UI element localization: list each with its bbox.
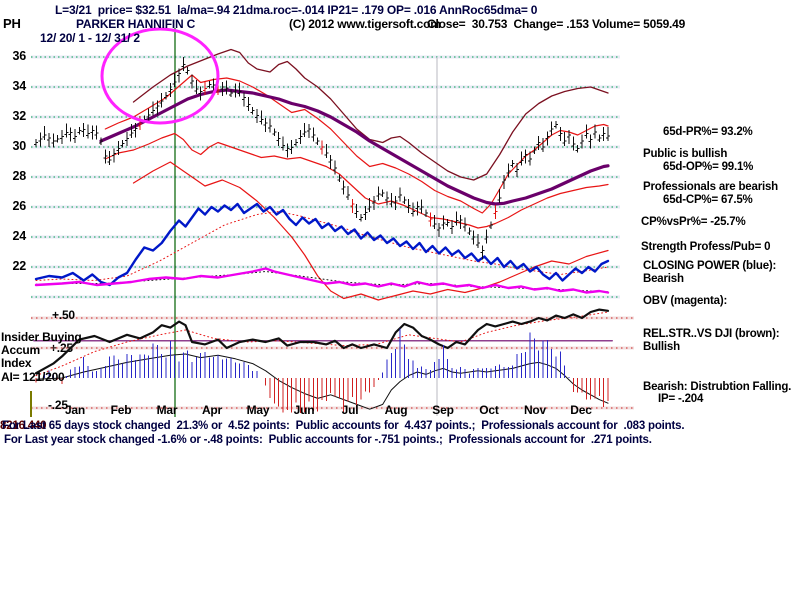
annotation-closing-power-state: Bearish [643, 273, 684, 285]
annotation-prof-sentiment: Professionals are bearish [643, 181, 778, 193]
annotation-op-pct: 65d-OP%= 99.1% [663, 161, 754, 173]
month-label-may: May [246, 403, 270, 417]
month-label-nov: Nov [523, 403, 547, 417]
annotation-strength: Strength Profess/Pub= 0 [641, 241, 771, 253]
annotation-cp-pct: 65d-CP%= 67.5% [663, 194, 753, 206]
label-ind-tick-minus25: -.25 [48, 398, 68, 412]
month-label-dec: Dec [570, 403, 592, 417]
month-label-jan: Jan [64, 403, 86, 417]
month-label-aug: Aug [384, 403, 408, 417]
price-tick-26: 26 [12, 199, 26, 213]
price-tick-34: 34 [12, 79, 26, 93]
quote-readout: Close= 30.753 Change= .153 Volume= 5059.… [427, 17, 686, 31]
annotation-ai-state: Bearish: Distrubtion Falling. [643, 381, 792, 393]
label-ind-tick-plus50: +.50 [52, 308, 75, 322]
price-tick-22: 22 [12, 259, 26, 273]
month-label-jul: Jul [341, 403, 359, 417]
price-tick-28: 28 [12, 169, 26, 183]
month-label-jun: Jun [293, 403, 315, 417]
month-label-sep: Sep [432, 403, 454, 417]
company-name: PARKER HANNIFIN C [76, 17, 196, 31]
annotation-closing-power-label: CLOSING POWER (blue): [643, 260, 777, 272]
month-label-oct: Oct [479, 403, 499, 417]
label-accum-label: Accum [1, 343, 41, 357]
annotation-cp-vs-pr: CP%vsPr%= -25.7% [641, 216, 746, 228]
date-range: 12/ 20/ 1 - 12/ 31/ 2 [40, 31, 140, 45]
copyright-notice: (C) 2012 www.tigersoft.com [289, 17, 441, 31]
annotation-ai-ip: IP= -.204 [658, 393, 704, 405]
price-tick-36: 36 [12, 49, 26, 63]
annotation-relstr-label: REL.STR..VS DJI (brown): [643, 328, 780, 340]
footer-stats-65day: For Last 65 days stock changed 21.3% or … [2, 420, 685, 432]
indicator-readout-line: L=3/21 price= $32.51 la/ma=.94 21dma.roc… [55, 3, 538, 17]
month-label-feb: Feb [110, 403, 132, 417]
ticker-symbol: PH [3, 16, 21, 31]
footer-stats-year: For Last year stock changed -1.6% or -.4… [4, 434, 652, 446]
annotation-pr-pct: 65d-PR%= 93.2% [663, 126, 753, 138]
footer-overlay-number: 8216.440 [0, 420, 47, 432]
annotation-relstr-state: Bullish [643, 341, 680, 353]
label-ai-value: AI= 121/200 [1, 370, 65, 384]
label-index-label: Index [1, 356, 32, 370]
label-insider-buying-label: Insider Buying [1, 330, 82, 344]
month-label-mar: Mar [156, 403, 178, 417]
month-label-apr: Apr [201, 403, 223, 417]
annotation-obv-label: OBV (magenta): [643, 295, 728, 307]
price-tick-30: 30 [12, 139, 26, 153]
annotation-public-sentiment: Public is bullish [643, 148, 728, 160]
price-tick-32: 32 [12, 109, 26, 123]
price-tick-24: 24 [12, 229, 26, 243]
